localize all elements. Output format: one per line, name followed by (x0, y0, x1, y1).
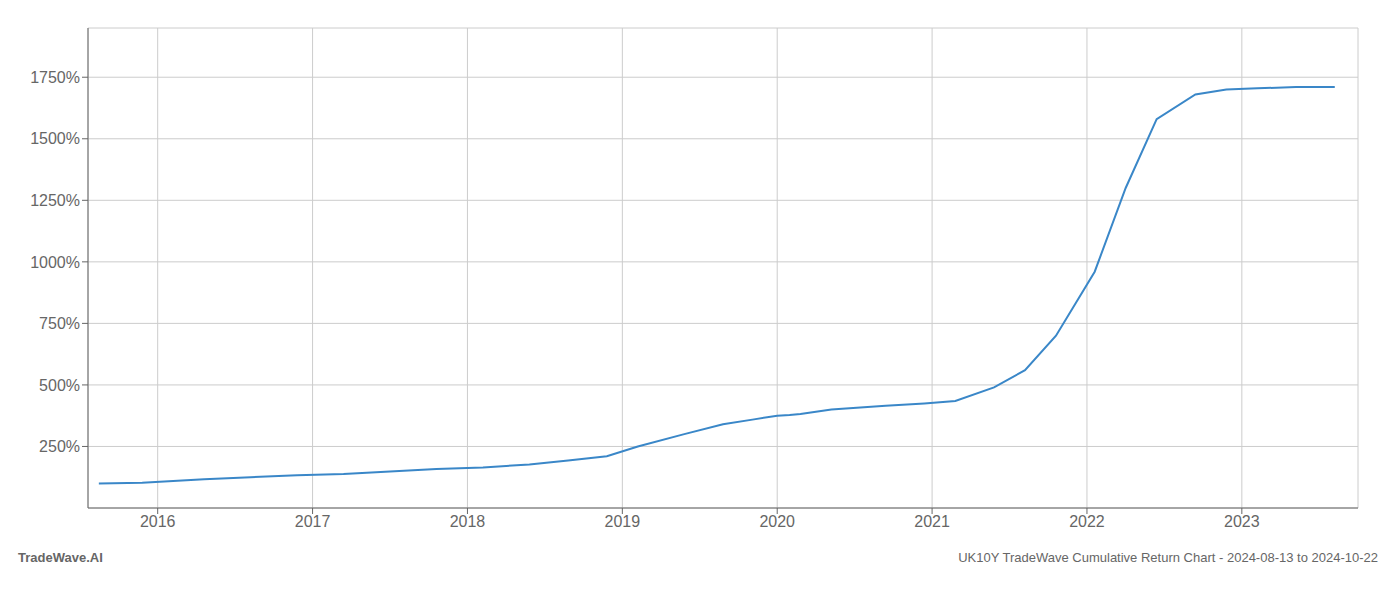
svg-text:2019: 2019 (605, 513, 641, 530)
svg-text:2023: 2023 (1224, 513, 1260, 530)
svg-text:500%: 500% (39, 377, 80, 394)
svg-text:2021: 2021 (914, 513, 950, 530)
svg-text:2017: 2017 (295, 513, 331, 530)
svg-text:1750%: 1750% (30, 69, 80, 86)
svg-text:2022: 2022 (1069, 513, 1105, 530)
svg-text:750%: 750% (39, 315, 80, 332)
svg-text:2018: 2018 (450, 513, 486, 530)
svg-text:2020: 2020 (759, 513, 795, 530)
html-text:UK10Y TradeWave Cumulative Ret: UK10Y TradeWave Cumulative Return Chart … (958, 550, 1378, 565)
svg-text:1500%: 1500% (30, 130, 80, 147)
svg-text:1250%: 1250% (30, 192, 80, 209)
svg-text:1000%: 1000% (30, 254, 80, 271)
html-text:TradeWave.AI: TradeWave.AI (18, 550, 103, 565)
svg-text:2016: 2016 (140, 513, 176, 530)
svg-text:250%: 250% (39, 438, 80, 455)
